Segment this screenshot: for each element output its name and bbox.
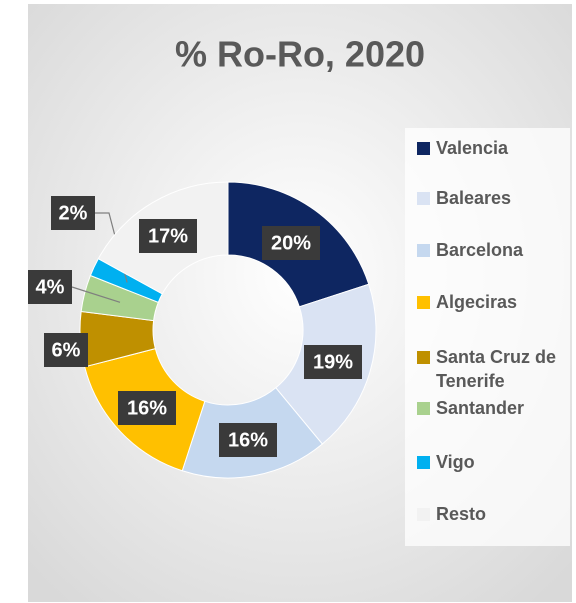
legend-label: Baleares [436, 188, 512, 208]
legend-swatch [417, 142, 430, 155]
legend-item: Santa Cruz de Tenerife [417, 345, 567, 393]
data-label: 2% [59, 202, 88, 224]
data-label: 16% [127, 397, 167, 419]
data-label: 4% [36, 276, 65, 298]
data-label: 16% [228, 429, 268, 451]
data-label-box [304, 345, 362, 379]
legend-item: Algeciras [417, 290, 567, 314]
legend-label: Barcelona [436, 240, 524, 260]
legend-label: Santa Cruz de Tenerife [436, 347, 557, 391]
legend-swatch [417, 402, 430, 415]
legend-item: Resto [417, 502, 567, 526]
data-label-box [44, 333, 88, 367]
legend-item: Valencia [417, 136, 567, 160]
legend-label: Valencia [436, 138, 509, 158]
legend-item: Santander [417, 396, 567, 420]
legend-swatch [417, 456, 430, 469]
data-label-box [139, 219, 197, 253]
legend-swatch [417, 244, 430, 257]
data-label: 6% [52, 339, 81, 361]
leader-line [71, 286, 121, 303]
data-label-box [118, 391, 176, 425]
legend-label: Santander [436, 398, 525, 418]
legend-item: Baleares [417, 186, 567, 210]
data-label: 20% [271, 232, 311, 254]
data-label-box [51, 196, 95, 230]
data-label-box [28, 270, 72, 304]
legend-item: Vigo [417, 450, 567, 474]
chart-title: % Ro-Ro, 2020 [175, 34, 425, 75]
legend: Valencia Baleares Barcelona Algeciras Santa … [405, 128, 570, 546]
legend-swatch [417, 192, 430, 205]
legend-label: Resto [436, 504, 487, 524]
data-label-box [262, 226, 320, 260]
data-label-box [219, 423, 277, 457]
data-label: 17% [148, 225, 188, 247]
legend-swatch [417, 296, 430, 309]
legend-swatch [417, 351, 430, 364]
legend-swatch [417, 508, 430, 521]
data-label: 19% [313, 351, 353, 373]
legend-item: Barcelona [417, 238, 567, 262]
legend-label: Vigo [436, 452, 475, 472]
legend-label: Algeciras [436, 292, 518, 312]
